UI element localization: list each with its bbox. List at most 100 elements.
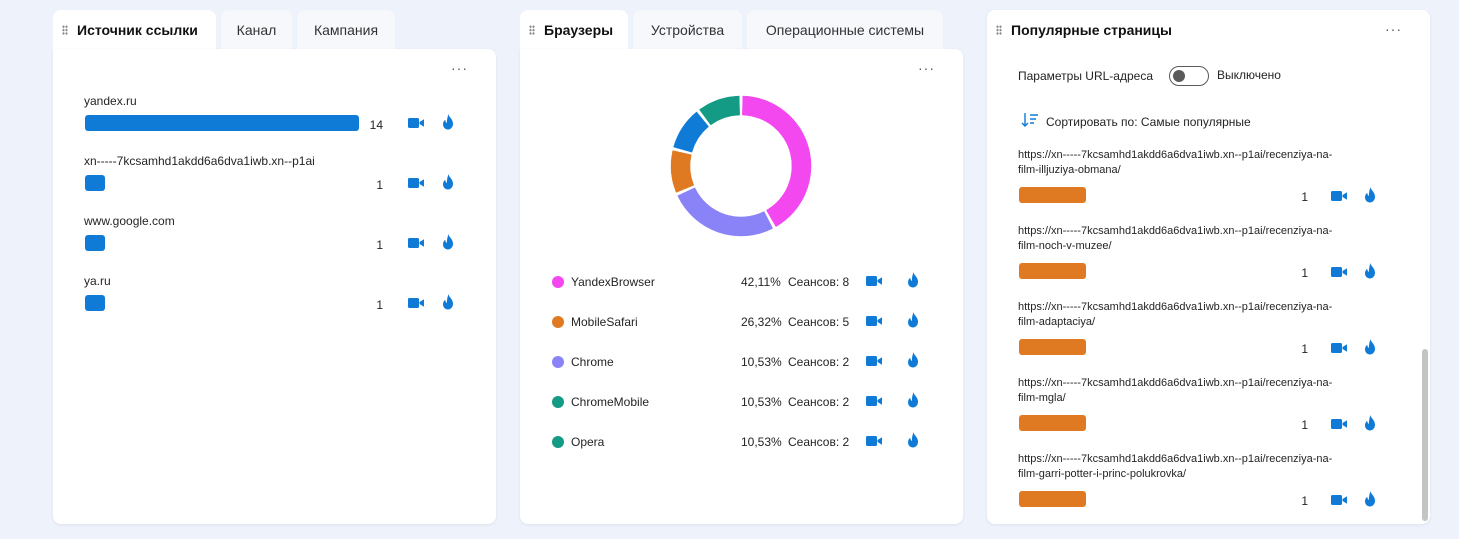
browser-percent: 26,32% bbox=[741, 315, 782, 329]
page-count: 1 bbox=[1301, 494, 1308, 508]
browsers-card: ··· YandexBrowser 42,11% Сеансов: 8 MobileS… bbox=[520, 49, 963, 524]
referrer-bar bbox=[85, 175, 105, 191]
video-camera-icon[interactable] bbox=[865, 392, 883, 410]
popular-pages-title-row: Популярные страницы bbox=[987, 10, 1237, 50]
page-bar bbox=[1019, 339, 1086, 355]
browser-name: Opera bbox=[571, 435, 605, 449]
video-camera-icon[interactable] bbox=[407, 174, 425, 192]
browser-percent: 42,11% bbox=[741, 275, 781, 289]
more-horizontal-icon[interactable]: ··· bbox=[1385, 21, 1402, 37]
legend-dot bbox=[552, 396, 564, 408]
flame-icon[interactable] bbox=[1361, 414, 1379, 432]
video-camera-icon[interactable] bbox=[865, 352, 883, 370]
donut-slice-mobilesafari[interactable] bbox=[677, 187, 773, 237]
referrer-bar bbox=[85, 115, 359, 131]
browser-name: ChromeMobile bbox=[571, 395, 650, 409]
drag-grip-icon[interactable] bbox=[62, 25, 68, 35]
popular-pages-card: Популярные страницы ··· Параметры URL-ад… bbox=[987, 10, 1430, 524]
referrer-count: 1 bbox=[376, 298, 383, 312]
video-camera-icon[interactable] bbox=[1330, 187, 1348, 205]
video-camera-icon[interactable] bbox=[407, 234, 425, 252]
tab-label: Канал bbox=[236, 22, 277, 38]
drag-grip-icon[interactable] bbox=[996, 25, 1002, 35]
panel-title: Популярные страницы bbox=[1011, 22, 1172, 38]
flame-icon[interactable] bbox=[439, 233, 457, 251]
donut-slice-opera[interactable] bbox=[699, 95, 740, 126]
referrer-label: www.google.com bbox=[84, 214, 175, 228]
video-camera-icon[interactable] bbox=[865, 312, 883, 330]
donut-slice-chrome[interactable] bbox=[670, 150, 695, 193]
tab-label: Устройства bbox=[650, 22, 725, 38]
video-camera-icon[interactable] bbox=[407, 114, 425, 132]
tab-label: Источник ссылки bbox=[77, 22, 198, 38]
url-params-state: Выключено bbox=[1217, 68, 1281, 82]
legend-dot bbox=[552, 356, 564, 368]
tab-channel[interactable]: Канал bbox=[221, 10, 292, 50]
toggle-knob bbox=[1173, 70, 1185, 82]
video-camera-icon[interactable] bbox=[1330, 415, 1348, 433]
page-count: 1 bbox=[1301, 266, 1308, 280]
tab-devices[interactable]: Устройства bbox=[633, 10, 742, 50]
page-bar bbox=[1019, 187, 1086, 203]
flame-icon[interactable] bbox=[1361, 338, 1379, 356]
tab-label: Браузеры bbox=[544, 22, 614, 38]
page-url-line1[interactable]: https://xn-----7kcsamhd1akdd6a6dva1iwb.x… bbox=[1018, 149, 1333, 161]
video-camera-icon[interactable] bbox=[1330, 263, 1348, 281]
tab-label: Кампания bbox=[313, 22, 379, 38]
page-url-line2[interactable]: film-illjuziya-obmana/ bbox=[1018, 164, 1121, 176]
page-url-line2[interactable]: film-mgla/ bbox=[1018, 392, 1066, 404]
video-camera-icon[interactable] bbox=[1330, 491, 1348, 509]
video-camera-icon[interactable] bbox=[865, 272, 883, 290]
referrer-label: xn-----7kcsamhd1akdd6a6dva1iwb.xn--p1ai bbox=[84, 154, 315, 168]
more-horizontal-icon[interactable]: ··· bbox=[918, 60, 935, 76]
flame-icon[interactable] bbox=[1361, 186, 1379, 204]
drag-grip-icon[interactable] bbox=[529, 25, 535, 35]
browser-name: YandexBrowser bbox=[571, 275, 655, 289]
browser-sessions: Сеансов: 5 bbox=[788, 315, 850, 329]
referrer-label: ya.ru bbox=[84, 274, 111, 288]
flame-icon[interactable] bbox=[439, 173, 457, 191]
flame-icon[interactable] bbox=[1361, 490, 1379, 508]
legend-dot bbox=[552, 436, 564, 448]
video-camera-icon[interactable] bbox=[865, 432, 883, 450]
browser-percent: 10,53% bbox=[741, 395, 782, 409]
page-url-line2[interactable]: film-garri-potter-i-princ-polukrovka/ bbox=[1018, 468, 1187, 480]
sort-descending-icon bbox=[1021, 113, 1038, 127]
page-url-line2[interactable]: film-noch-v-muzee/ bbox=[1018, 240, 1112, 252]
flame-icon[interactable] bbox=[1361, 262, 1379, 280]
referrer-bar bbox=[85, 235, 105, 251]
referrer-bar bbox=[85, 295, 105, 311]
scrollbar[interactable] bbox=[1422, 349, 1428, 521]
page-url-line1[interactable]: https://xn-----7kcsamhd1akdd6a6dva1iwb.x… bbox=[1018, 453, 1333, 465]
browser-percent: 10,53% bbox=[741, 435, 782, 449]
url-params-toggle[interactable] bbox=[1169, 66, 1209, 86]
legend-dot bbox=[552, 276, 564, 288]
referrers-card: ··· yandex.ru 14 xn-----7kcsamhd1akdd6a6… bbox=[53, 49, 496, 524]
page-url-line1[interactable]: https://xn-----7kcsamhd1akdd6a6dva1iwb.x… bbox=[1018, 225, 1333, 237]
browser-sessions: Сеансов: 2 bbox=[788, 435, 850, 449]
url-params-label: Параметры URL-адреса bbox=[1018, 69, 1153, 83]
flame-icon[interactable] bbox=[439, 293, 457, 311]
flame-icon[interactable] bbox=[904, 311, 922, 329]
tab-browsers[interactable]: Браузеры bbox=[520, 10, 628, 50]
referrer-count: 1 bbox=[376, 178, 383, 192]
page-url-line1[interactable]: https://xn-----7kcsamhd1akdd6a6dva1iwb.x… bbox=[1018, 377, 1333, 389]
flame-icon[interactable] bbox=[904, 391, 922, 409]
video-camera-icon[interactable] bbox=[407, 294, 425, 312]
page-url-line2[interactable]: film-adaptaciya/ bbox=[1018, 316, 1096, 328]
donut-slice-chromemobile[interactable] bbox=[673, 111, 709, 153]
more-horizontal-icon[interactable]: ··· bbox=[451, 60, 468, 76]
flame-icon[interactable] bbox=[904, 351, 922, 369]
flame-icon[interactable] bbox=[439, 113, 457, 131]
page-bar bbox=[1019, 415, 1086, 431]
donut-slice-yandexbrowser[interactable] bbox=[742, 95, 812, 227]
tab-referrer-source[interactable]: Источник ссылки bbox=[53, 10, 216, 50]
flame-icon[interactable] bbox=[904, 271, 922, 289]
flame-icon[interactable] bbox=[904, 431, 922, 449]
tab-campaign[interactable]: Кампания bbox=[297, 10, 395, 50]
page-url-line1[interactable]: https://xn-----7kcsamhd1akdd6a6dva1iwb.x… bbox=[1018, 301, 1333, 313]
video-camera-icon[interactable] bbox=[1330, 339, 1348, 357]
page-count: 1 bbox=[1301, 418, 1308, 432]
tab-operating-systems[interactable]: Операционные системы bbox=[747, 10, 943, 50]
page-bar bbox=[1019, 263, 1086, 279]
